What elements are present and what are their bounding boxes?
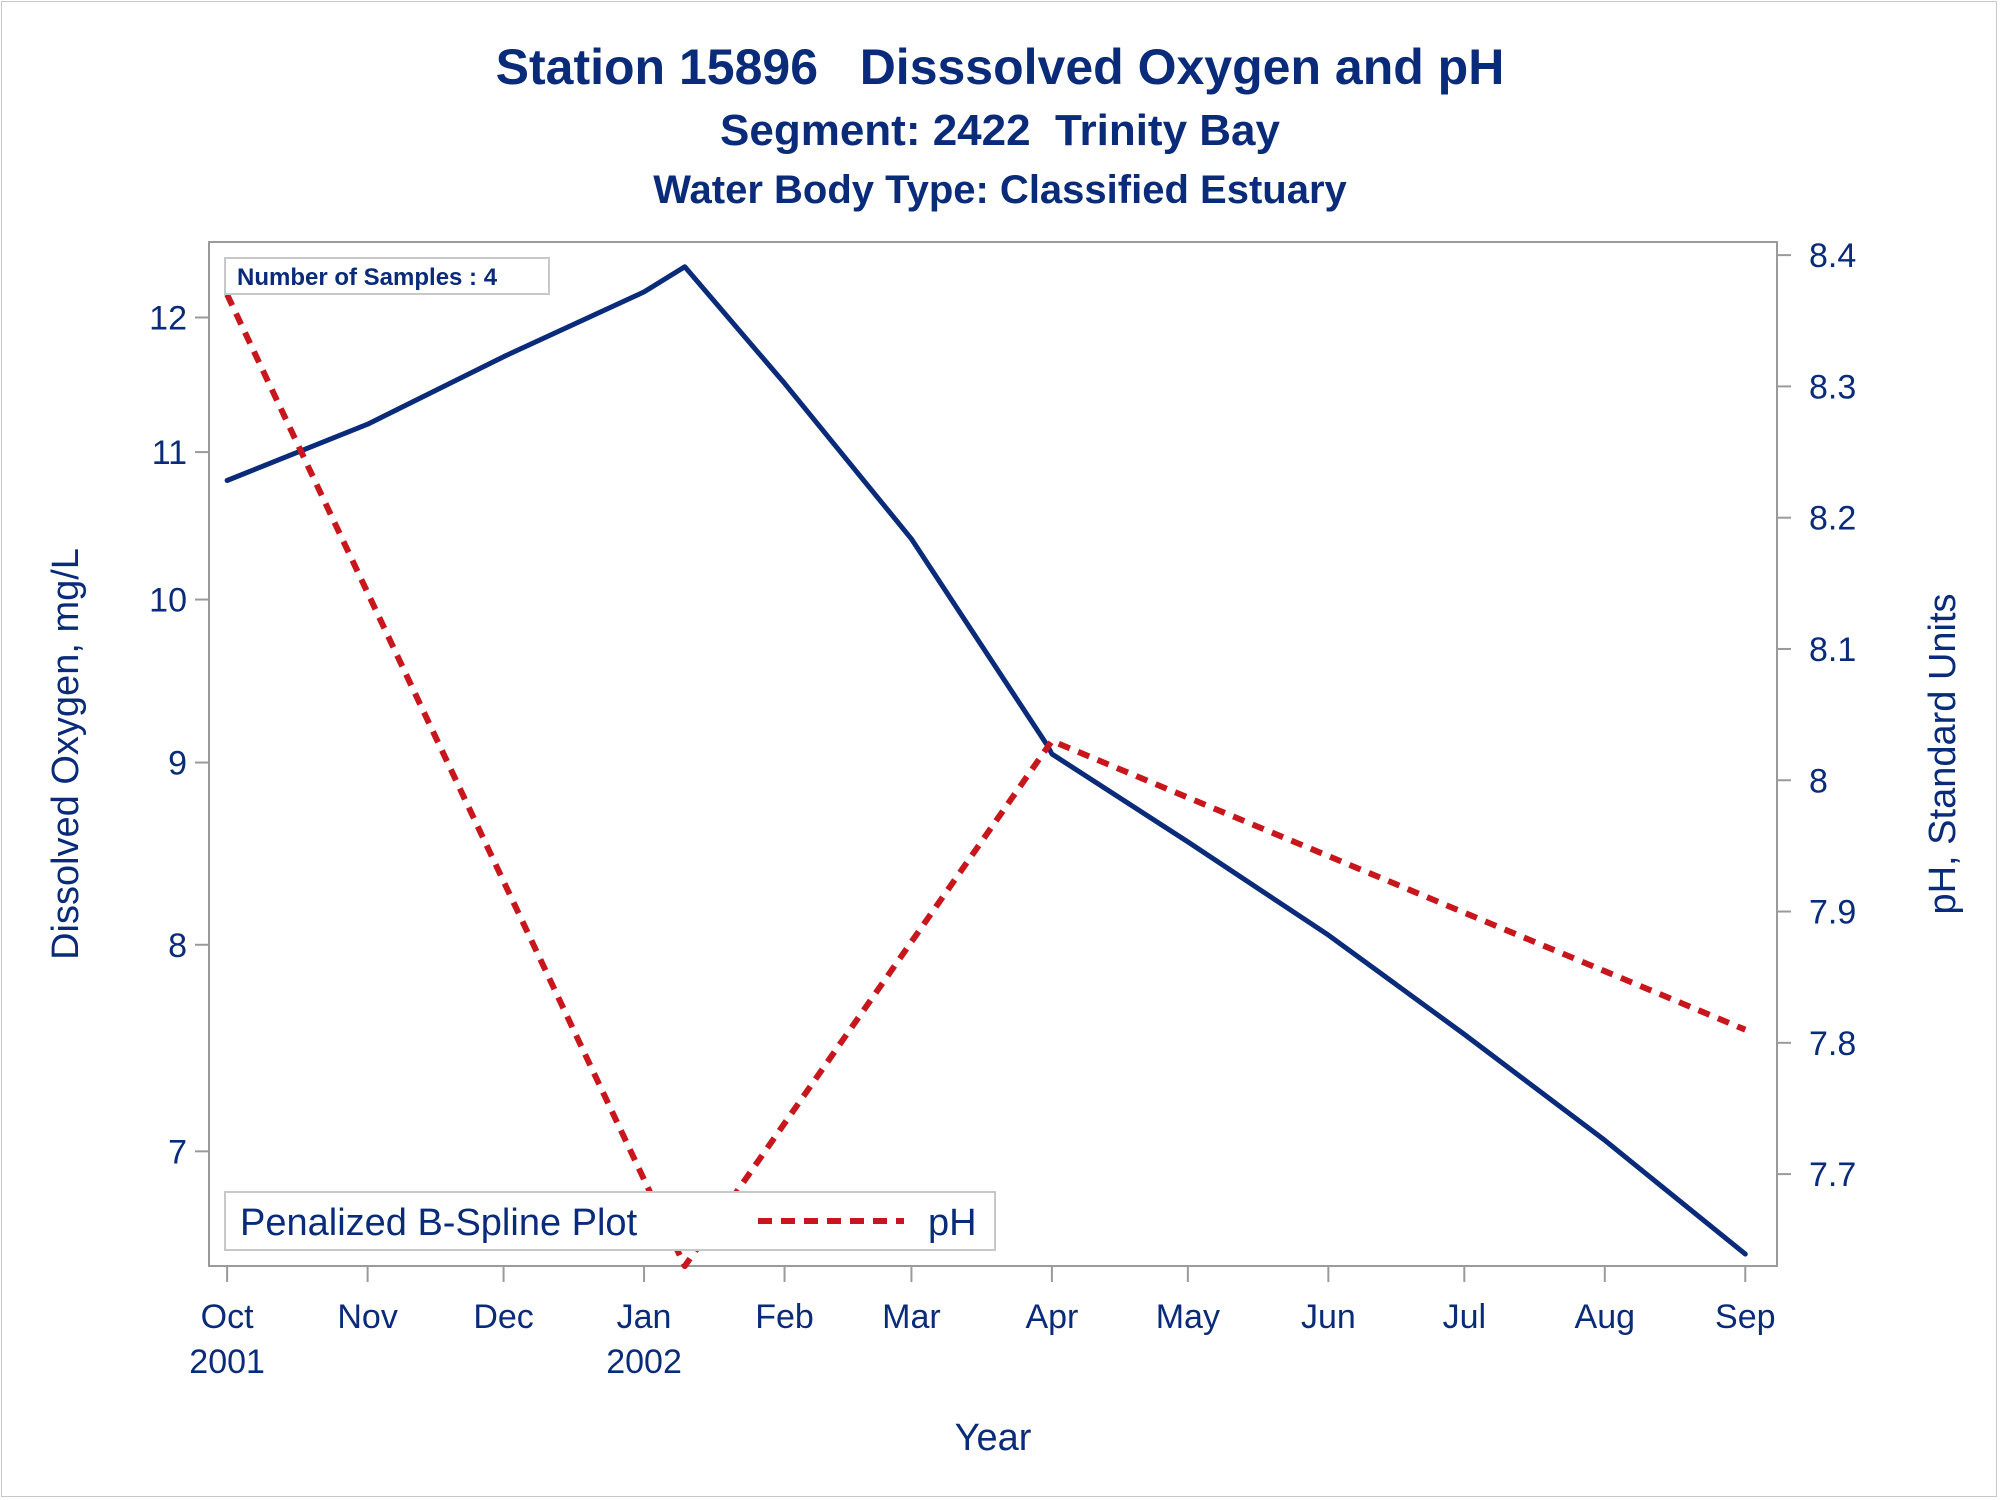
y2-axis: 7.7 7.8 7.9 8 8.1 8.2 8.3 8.4 [1777,237,1856,1194]
x-tick-year-label-3: 2002 [606,1343,682,1381]
y-tick-label-0: 7 [168,1133,187,1171]
y2-tick-label-4: 8.1 [1809,631,1856,669]
chart-title: Station 15896 Disssolved Oxygen and pH [495,39,1505,95]
y2-tick-label-7: 8.4 [1809,237,1856,275]
y2-axis-label: pH, Standard Units [1922,593,1964,914]
y-tick-label-2: 9 [168,745,187,783]
series-line-dissolved-oxygen [224,264,1748,1257]
y2-tick-label-5: 8.2 [1809,500,1856,538]
x-axis: Oct 2001 Nov Dec Jan 2002 Feb Mar Apr May Jun Jul Au… [189,1266,1776,1381]
x-tick-label-1: Nov [337,1298,397,1336]
y-tick-label-1: 8 [168,927,187,965]
y2-tick-label-6: 8.3 [1809,368,1856,406]
x-tick-label-5: Mar [882,1298,941,1336]
x-tick-label-11: Sep [1715,1298,1776,1336]
series-line-ph [224,293,1747,1269]
x-tick-label-8: Jun [1301,1298,1356,1336]
y-tick-label-3: 10 [149,582,187,620]
plot-area [208,241,1778,1267]
series-layer [224,264,1748,1269]
legend-box [224,1191,996,1251]
legend-label-ph: pH [928,1202,977,1244]
y2-tick-label-3: 8 [1809,762,1828,800]
chart-subtitle: Segment: 2422 Trinity Bay [720,106,1280,155]
x-tick-label-6: Apr [1025,1298,1078,1336]
x-tick-label-3: Jan [617,1298,672,1336]
x-tick-label-7: May [1156,1298,1220,1336]
sample-count-note: Number of Samples : 4 [224,257,550,295]
legend-title: Penalized B-Spline Plot [240,1202,638,1244]
y-axis: 7 8 9 10 11 12 [149,299,209,1171]
x-tick-label-0: Oct [201,1298,254,1336]
x-tick-year-label-0: 2001 [189,1343,265,1381]
x-axis-label: Year [955,1417,1032,1459]
y2-tick-label-2: 7.9 [1809,894,1856,932]
legend: Penalized B-Spline Plot pH [224,1191,996,1251]
y-axis-label: Dissolved Oxygen, mg/L [45,548,87,960]
chart-subtitle-2: Water Body Type: Classified Estuary [653,168,1347,212]
y2-tick-label-1: 7.8 [1809,1025,1856,1063]
x-tick-label-4: Feb [755,1298,814,1336]
y-tick-label-5: 12 [149,299,187,337]
x-tick-label-10: Aug [1575,1298,1636,1336]
x-tick-label-9: Jul [1443,1298,1486,1336]
sample-count-box [224,257,550,295]
y-tick-label-4: 11 [152,434,187,472]
sample-count-text: Number of Samples : 4 [237,264,498,291]
x-tick-label-2: Dec [473,1298,533,1336]
y2-tick-label-0: 7.7 [1809,1156,1856,1194]
